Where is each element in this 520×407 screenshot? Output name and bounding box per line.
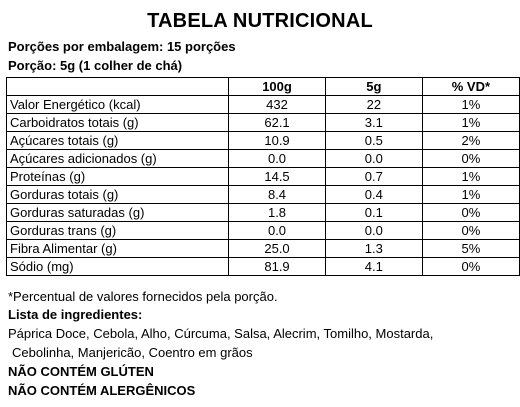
nutrient-label: Carboidratos totais (g) [5,113,230,132]
value-5g: 0.0 [324,149,423,168]
value-100g: 62.1 [228,113,326,132]
value-5g: 22 [324,95,423,114]
value-5g: 0.1 [324,203,423,222]
nutrient-label: Proteínas (g) [5,167,230,186]
ingredients-line-2: Cebolinha, Manjericão, Coentro em grãos [12,345,253,360]
nutrient-label: Gorduras saturadas (g) [5,203,230,222]
table-row: Gorduras trans (g) 0.0 0.0 0% [5,221,520,240]
value-vd: 2% [421,131,520,150]
servings-per-package: Porções por embalagem: 15 porções [8,39,236,54]
value-vd: 1% [421,167,520,186]
value-100g: 10.9 [228,131,326,150]
ingredients-line-1: Páprica Doce, Cebola, Alho, Cúrcuma, Sal… [8,326,434,341]
table-row: Açúcares totais (g) 10.9 0.5 2% [5,131,520,150]
value-100g: 0.0 [228,149,326,168]
nutrient-label: Sódio (mg) [5,257,230,276]
nutrient-label: Açúcares totais (g) [5,131,230,150]
serving-size: Porção: 5g (1 colher de chá) [8,58,183,73]
nutrient-label: Gorduras totais (g) [5,185,230,204]
nutrient-label: Valor Energético (kcal) [5,95,230,114]
table-row: Gorduras totais (g) 8.4 0.4 1% [5,185,520,204]
ingredients-heading: Lista de ingredientes: [8,307,143,322]
value-vd: 0% [421,203,520,222]
header-vd: % VD* [421,77,520,96]
gluten-notice: NÃO CONTÉM GLÚTEN [8,364,154,379]
nutrient-label: Fibra Alimentar (g) [5,239,230,258]
value-5g: 1.3 [324,239,423,258]
value-5g: 0.4 [324,185,423,204]
allergen-notice: NÃO CONTÉM ALERGÊNICOS [8,383,196,398]
table-row: Carboidratos totais (g) 62.1 3.1 1% [5,113,520,132]
footnote: *Percentual de valores fornecidos pela p… [8,289,278,304]
value-vd: 0% [421,221,520,240]
value-vd: 1% [421,95,520,114]
value-vd: 5% [421,239,520,258]
value-vd: 1% [421,185,520,204]
value-5g: 0.0 [324,221,423,240]
header-5g: 5g [324,77,423,96]
value-5g: 3.1 [324,113,423,132]
value-100g: 81.9 [228,257,326,276]
nutrient-label: Açúcares adicionados (g) [5,149,230,168]
value-5g: 0.7 [324,167,423,186]
table-row: Valor Energético (kcal) 432 22 1% [5,95,520,114]
value-100g: 14.5 [228,167,326,186]
value-100g: 432 [228,95,326,114]
table-row: Açúcares adicionados (g) 0.0 0.0 0% [5,149,520,168]
value-100g: 25.0 [228,239,326,258]
value-vd: 0% [421,149,520,168]
table-row: Sódio (mg) 81.9 4.1 0% [5,257,520,276]
table-row: Fibra Alimentar (g) 25.0 1.3 5% [5,239,520,258]
value-5g: 0.5 [324,131,423,150]
value-100g: 0.0 [228,221,326,240]
header-100g: 100g [228,77,326,96]
table-header-row: 100g 5g % VD* [5,77,520,96]
value-100g: 1.8 [228,203,326,222]
page-title: TABELA NUTRICIONAL [147,10,373,32]
header-nutrient [5,77,230,96]
table-row: Gorduras saturadas (g) 1.8 0.1 0% [5,203,520,222]
value-5g: 4.1 [324,257,423,276]
value-vd: 0% [421,257,520,276]
value-vd: 1% [421,113,520,132]
nutrient-label: Gorduras trans (g) [5,221,230,240]
value-100g: 8.4 [228,185,326,204]
table-row: Proteínas (g) 14.5 0.7 1% [5,167,520,186]
nutrition-table: 100g 5g % VD* Valor Energético (kcal) 43… [5,77,520,276]
